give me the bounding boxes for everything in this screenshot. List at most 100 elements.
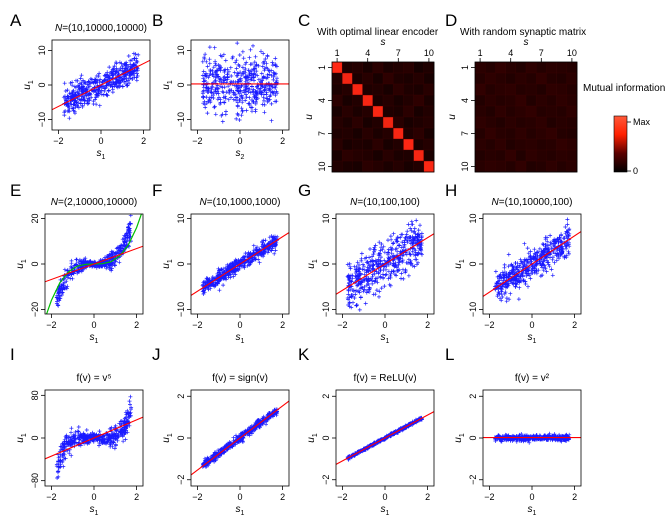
heat-cell bbox=[332, 128, 343, 140]
y-tick-label: −80 bbox=[30, 473, 40, 488]
panel-letter: C bbox=[298, 11, 310, 30]
heat-cell bbox=[372, 128, 384, 140]
heat-cell bbox=[372, 150, 384, 162]
heat-cell bbox=[566, 128, 578, 140]
heat-cell bbox=[475, 161, 486, 173]
y-label-sub: 1 bbox=[21, 259, 28, 263]
colorbar-min-label: 0 bbox=[633, 166, 638, 176]
heat-cell bbox=[352, 139, 363, 151]
heat-cell bbox=[566, 139, 578, 151]
y-label-main: u bbox=[306, 263, 317, 269]
title-text: f(v) = sign(v) bbox=[212, 373, 268, 384]
scatter-points bbox=[493, 217, 572, 304]
heat-cell bbox=[342, 62, 353, 74]
x-label-main: s bbox=[381, 504, 386, 515]
heat-cell bbox=[546, 73, 557, 85]
x-axis-label: s bbox=[381, 37, 386, 48]
heat-cell bbox=[515, 139, 527, 151]
heat-cell bbox=[372, 139, 384, 151]
heat-cell bbox=[515, 150, 527, 162]
heat-cell bbox=[485, 117, 496, 129]
x-axis-label: s1 bbox=[236, 504, 245, 517]
heat-cell bbox=[403, 150, 414, 162]
heat-cell bbox=[536, 84, 547, 96]
x-label-sub: 1 bbox=[241, 510, 245, 517]
heat-cell bbox=[536, 161, 547, 173]
heat-cell bbox=[403, 73, 414, 85]
heat-cell bbox=[556, 62, 568, 74]
heat-cell bbox=[372, 73, 384, 85]
x-label-main: s bbox=[528, 332, 533, 343]
heat-cell bbox=[566, 150, 578, 162]
y-tick-label: 4 bbox=[460, 98, 470, 103]
heat-cell bbox=[383, 161, 394, 173]
heat-cell bbox=[556, 128, 568, 140]
x-tick-label: 2 bbox=[572, 492, 577, 502]
y-label-sub: 1 bbox=[28, 80, 35, 84]
panel-title: f(v) = v² bbox=[515, 373, 550, 384]
heat-cell bbox=[383, 106, 394, 118]
x-label-main: s bbox=[381, 332, 386, 343]
heat-cell bbox=[566, 84, 578, 96]
y-tick-label: 0 bbox=[468, 435, 478, 440]
heat-cell bbox=[475, 150, 486, 162]
heat-cell bbox=[332, 117, 343, 129]
heat-cell bbox=[475, 139, 486, 151]
heat-cell bbox=[413, 150, 425, 162]
x-tick-label: −2 bbox=[484, 492, 494, 502]
heat-cell bbox=[526, 161, 537, 173]
heat-cell bbox=[423, 62, 435, 74]
y-tick-label: 4 bbox=[317, 98, 327, 103]
linear-fit-line bbox=[191, 232, 289, 296]
title-text: =(10,10000,100) bbox=[499, 197, 573, 208]
heat-cell bbox=[332, 150, 343, 162]
title-text: =(2,10000,10000) bbox=[58, 197, 137, 208]
heat-cell bbox=[423, 117, 435, 129]
heat-cell bbox=[495, 128, 506, 140]
heat-cell bbox=[526, 139, 537, 151]
heat-cell bbox=[546, 139, 557, 151]
heat-cell bbox=[413, 62, 425, 74]
heat-cell bbox=[383, 139, 394, 151]
heat-cell bbox=[475, 128, 486, 140]
heat-cell bbox=[352, 128, 363, 140]
heat-cell bbox=[393, 117, 404, 129]
heat-cell bbox=[566, 117, 578, 129]
y-tick-label: 0 bbox=[468, 261, 478, 266]
y-axis-label: u1 bbox=[306, 259, 319, 269]
title-prefix: N bbox=[51, 197, 59, 208]
heat-cell bbox=[515, 73, 527, 85]
x-tick-label: 2 bbox=[280, 136, 285, 146]
x-tick-label: −2 bbox=[484, 320, 494, 330]
panel-letter: I bbox=[10, 345, 15, 364]
heat-cell bbox=[536, 95, 547, 107]
heat-cell bbox=[352, 62, 363, 74]
title-prefix: N bbox=[200, 197, 208, 208]
heat-cell bbox=[362, 95, 374, 107]
panel-title: f(v) = v⁵ bbox=[77, 373, 112, 384]
x-label-sub: 1 bbox=[533, 510, 537, 517]
x-tick-label: −2 bbox=[192, 320, 202, 330]
y-tick-label: 2 bbox=[321, 394, 331, 399]
heat-cell bbox=[515, 106, 527, 118]
x-tick-label: −2 bbox=[46, 320, 56, 330]
x-label-sub: 1 bbox=[95, 510, 99, 517]
x-axis-label: s2 bbox=[236, 148, 245, 161]
x-label-main: s bbox=[236, 504, 241, 515]
y-label-sub: 1 bbox=[459, 259, 466, 263]
y-label-sub: 1 bbox=[167, 433, 174, 437]
heat-cell bbox=[526, 150, 537, 162]
heat-cell bbox=[515, 117, 527, 129]
heat-cell bbox=[342, 106, 353, 118]
panel-title: N=(10,10000,10000) bbox=[55, 23, 147, 34]
heat-cell bbox=[526, 73, 537, 85]
y-tick-label: 20 bbox=[30, 214, 40, 224]
y-tick-label: 2 bbox=[468, 394, 478, 399]
x-tick-label: −2 bbox=[53, 136, 63, 146]
y-tick-label: 7 bbox=[317, 131, 327, 136]
heat-cell bbox=[556, 106, 568, 118]
